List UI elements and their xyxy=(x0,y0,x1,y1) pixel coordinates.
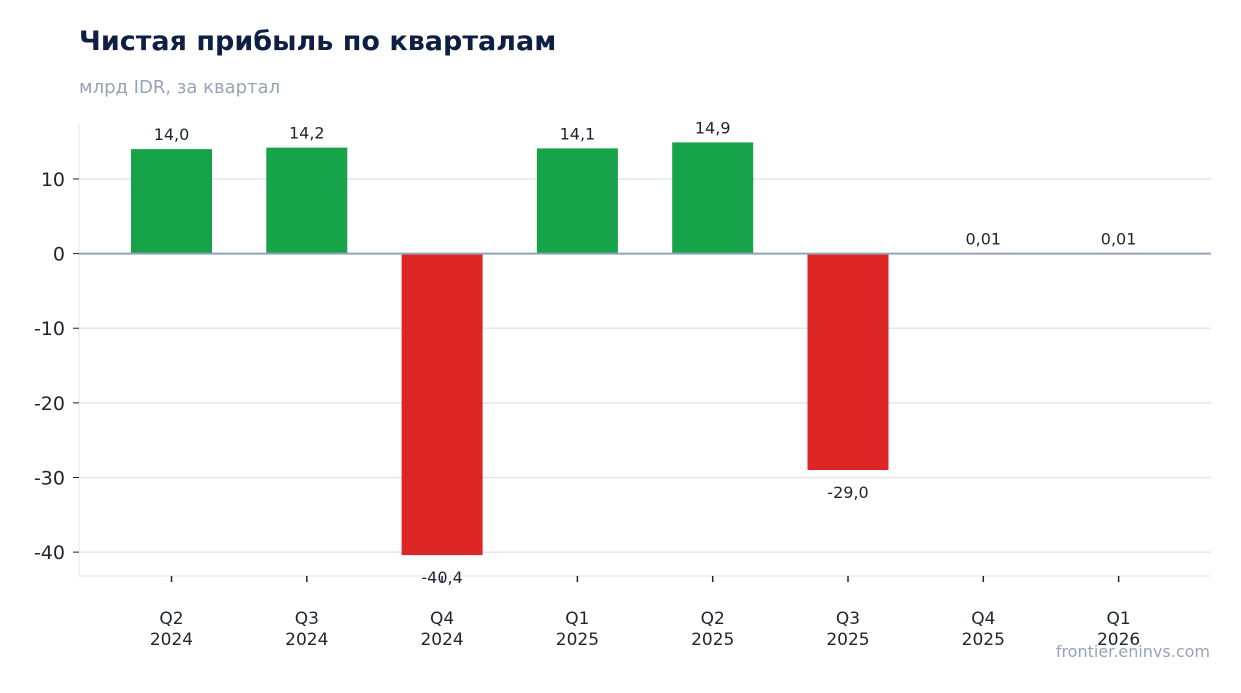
y-tick-label: -10 xyxy=(34,318,65,340)
x-tick-label-year: 2026 xyxy=(1097,630,1140,650)
y-tick-label: -20 xyxy=(34,393,65,415)
bar xyxy=(131,149,212,254)
bar xyxy=(807,253,889,471)
bar-layer xyxy=(131,142,1160,556)
bar xyxy=(536,148,618,254)
data-label: 14,1 xyxy=(560,124,596,143)
x-tick-label-quarter: Q4 xyxy=(430,609,454,629)
bar xyxy=(401,253,483,556)
y-tick-label: 10 xyxy=(41,169,65,191)
data-label: 14,2 xyxy=(289,124,325,143)
label-layer: 14,0 14,2 -40,4 14,1 14,9 -29,0 0,01 0,01 xyxy=(79,118,1211,587)
y-tick-label: -40 xyxy=(34,542,65,564)
axis-layer: 100-10-20-30-40Q22024Q32024Q42024Q12025Q… xyxy=(34,123,1211,650)
y-tick-label: 0 xyxy=(53,244,65,266)
bar xyxy=(266,147,348,254)
data-label: 14,0 xyxy=(154,125,190,144)
x-tick-label-quarter: Q4 xyxy=(971,609,995,629)
x-tick-label-quarter: Q3 xyxy=(836,609,860,629)
x-tick-label-quarter: Q2 xyxy=(701,609,725,629)
bar xyxy=(672,142,754,254)
x-tick-label-year: 2025 xyxy=(691,630,734,650)
data-label: 0,01 xyxy=(1101,230,1137,249)
grid-layer xyxy=(79,178,1211,553)
y-tick-label: -30 xyxy=(34,467,65,489)
x-tick-label-quarter: Q1 xyxy=(565,609,589,629)
data-label: -29,0 xyxy=(827,483,868,502)
data-label: 14,9 xyxy=(695,118,731,137)
watermark: frontier.eninvs.com xyxy=(1055,642,1210,661)
x-tick-label-quarter: Q3 xyxy=(295,609,319,629)
data-label: 0,01 xyxy=(965,230,1001,249)
chart-subtitle: млрд IDR, за квартал xyxy=(79,77,281,98)
x-tick-label-year: 2024 xyxy=(285,630,328,650)
x-tick-label-year: 2024 xyxy=(150,630,193,650)
data-label: -40,4 xyxy=(421,568,462,587)
x-tick-label-quarter: Q2 xyxy=(159,609,183,629)
x-tick-label-year: 2025 xyxy=(826,630,869,650)
x-tick-label-quarter: Q1 xyxy=(1106,609,1130,629)
x-tick-label-year: 2025 xyxy=(962,630,1005,650)
x-tick-label-year: 2025 xyxy=(556,630,599,650)
x-tick-label-year: 2024 xyxy=(420,630,463,650)
chart-title: Чистая прибыль по кварталам xyxy=(79,26,557,57)
